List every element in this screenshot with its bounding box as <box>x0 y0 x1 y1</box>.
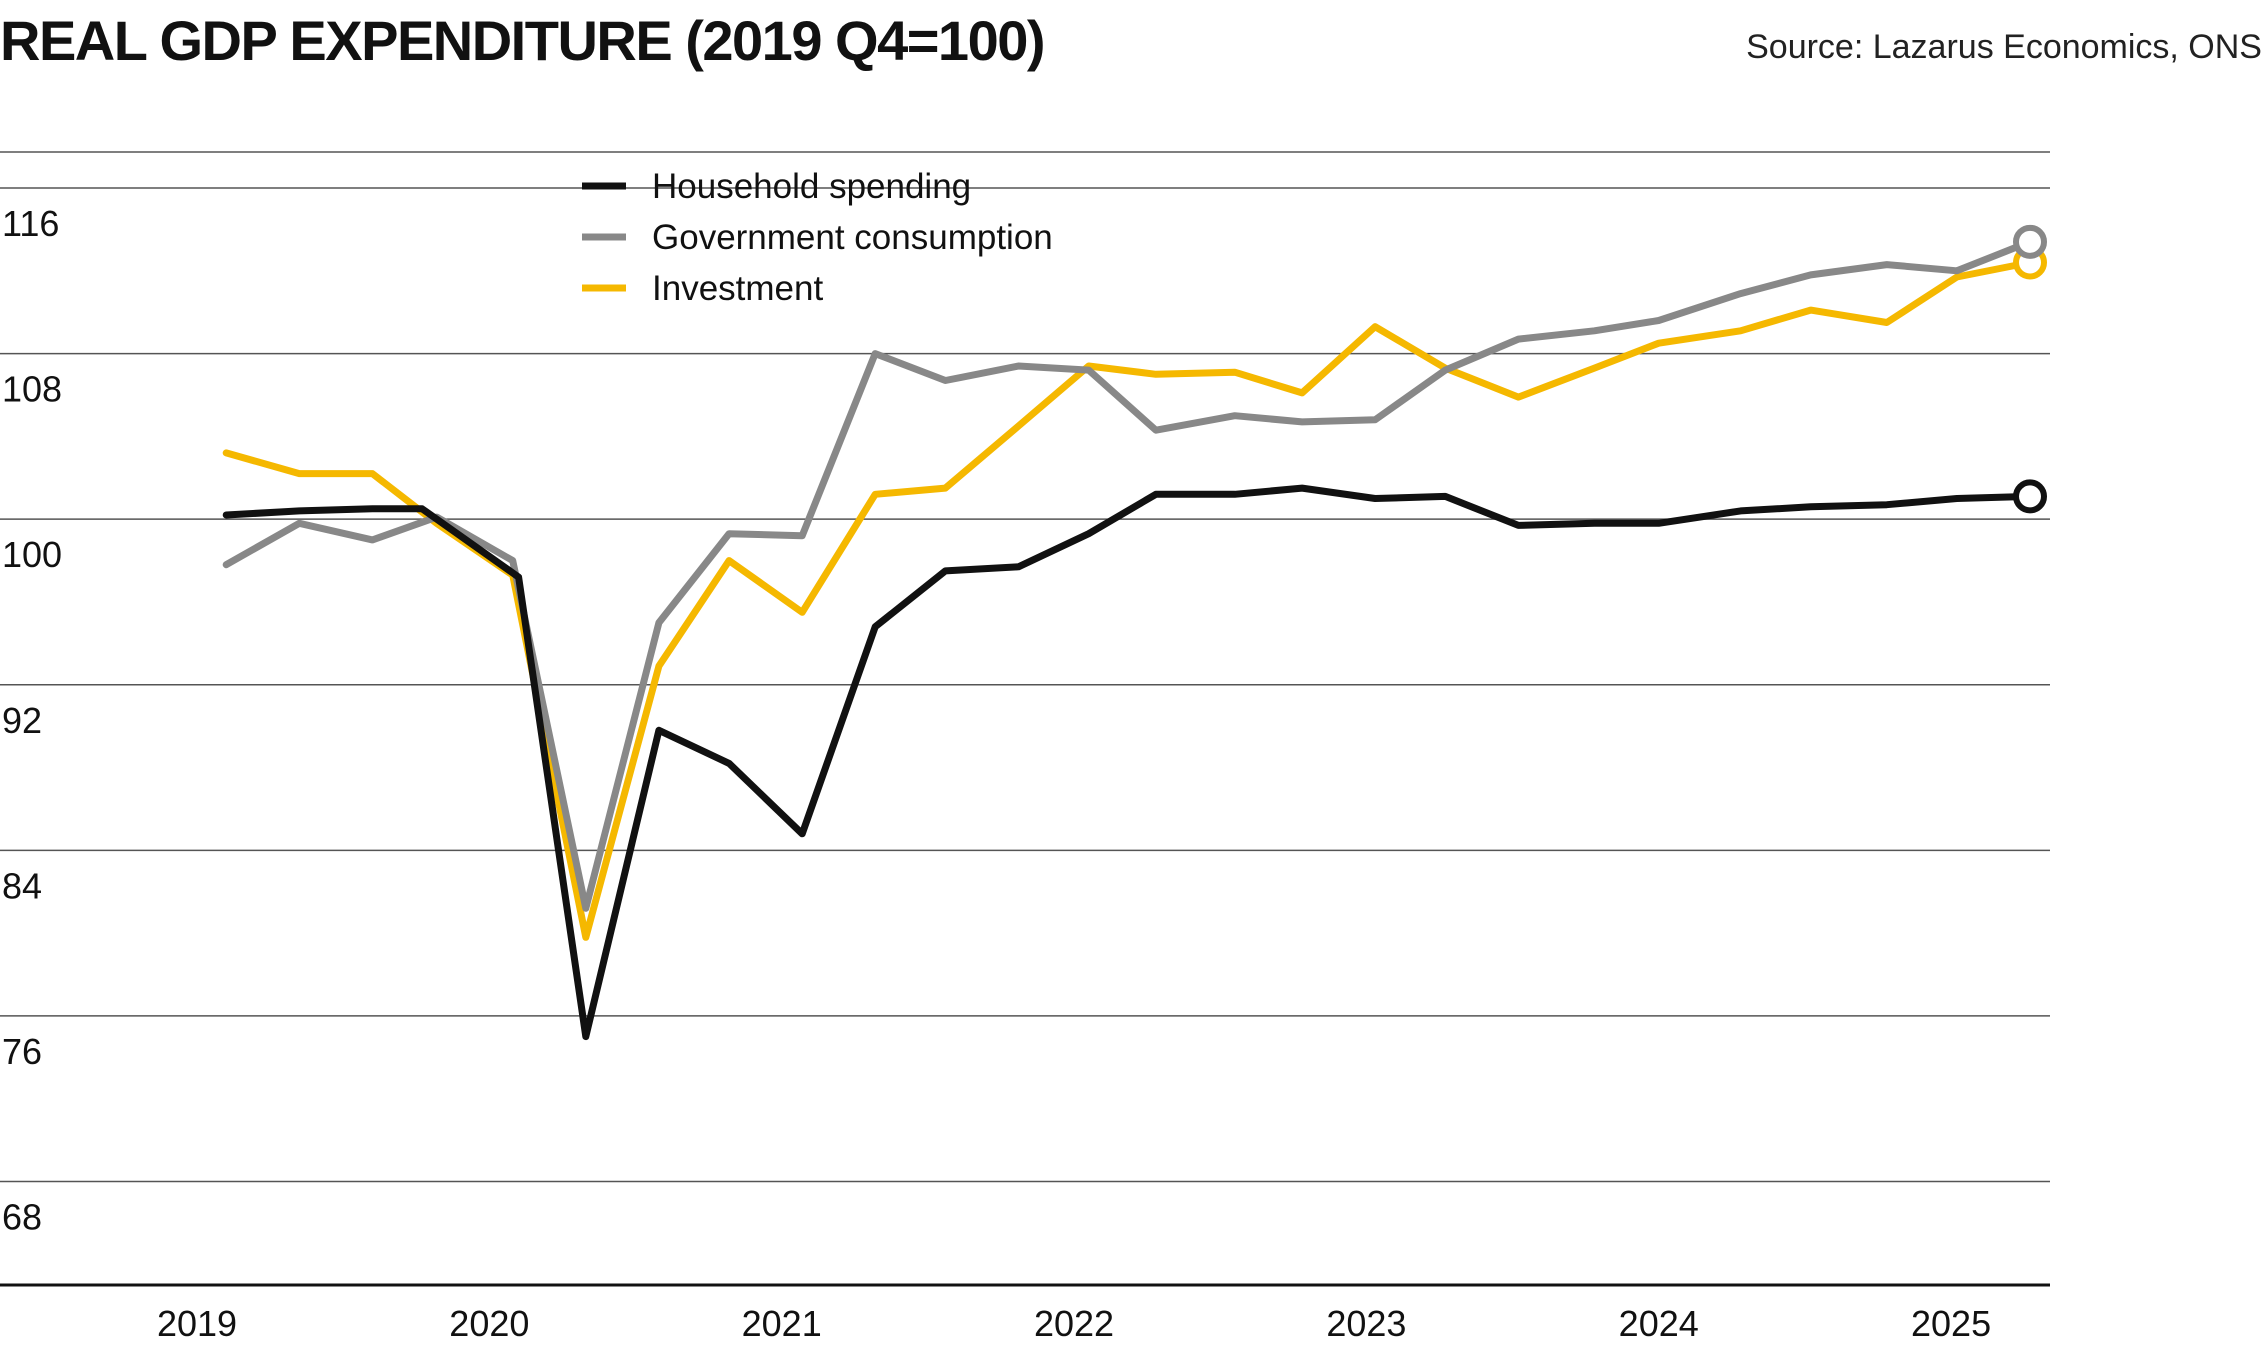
y-tick-label: 84 <box>2 865 42 906</box>
series-line-0 <box>222 484 2034 1041</box>
x-tick-label: 2020 <box>449 1303 529 1344</box>
legend-label: Household spending <box>652 167 971 206</box>
y-tick-label: 68 <box>2 1197 42 1238</box>
series-end-marker <box>2013 224 2047 259</box>
chart-title: REAL GDP EXPENDITURE (2019 Q4=100) <box>0 9 1046 72</box>
legend-label: Investment <box>652 269 823 308</box>
x-tick-label: 2023 <box>1326 1303 1406 1344</box>
series-line-2 <box>222 259 2034 941</box>
y-tick-label: 116 <box>2 203 59 244</box>
legend-label: Government consumption <box>652 218 1053 257</box>
y-tick-label: 108 <box>2 369 62 410</box>
x-tick-labels: 2019 2020 2021 2022 2023 2024 2025 <box>157 1303 1991 1344</box>
series-lines <box>222 224 2047 1041</box>
y-tick-label: 92 <box>2 700 42 741</box>
y-tick-labels: 68 76 84 92 100 108 116 <box>2 203 62 1238</box>
x-tick-label: 2021 <box>742 1303 822 1344</box>
x-tick-label: 2022 <box>1034 1303 1114 1344</box>
source-note: Source: Lazarus Economics, ONS <box>1746 28 2262 66</box>
x-tick-label: 2025 <box>1911 1303 1991 1344</box>
y-tick-label: 76 <box>2 1031 42 1072</box>
series-end-marker <box>2013 479 2047 514</box>
gridlines <box>0 151 2050 1287</box>
series-line-1 <box>222 238 2034 912</box>
x-tick-label: 2024 <box>1619 1303 1699 1344</box>
y-tick-label: 100 <box>2 534 62 575</box>
x-tick-label: 2019 <box>157 1303 237 1344</box>
legend: Household spending Government consumption… <box>582 167 1053 308</box>
